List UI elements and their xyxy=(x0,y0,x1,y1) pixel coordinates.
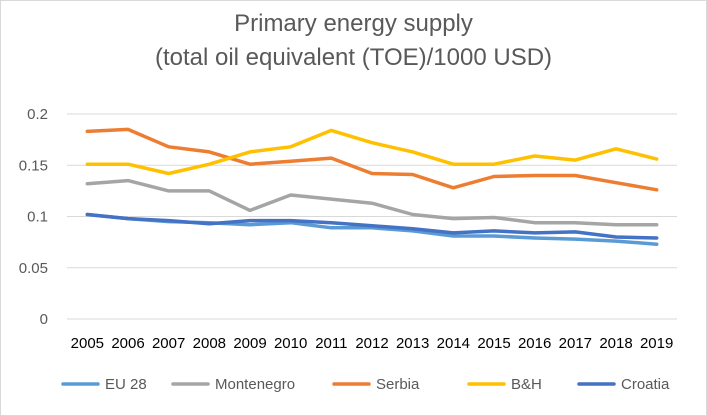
x-tick-label: 2019 xyxy=(640,335,673,352)
x-tick-label: 2011 xyxy=(315,335,347,352)
x-tick-label: 2007 xyxy=(152,335,185,352)
x-tick-label: 2005 xyxy=(71,335,104,352)
series-line-serbia xyxy=(85,127,659,192)
legend-label: EU 28 xyxy=(105,376,147,393)
chart-title: Primary energy supply xyxy=(234,10,473,37)
y-tick-label: 0.2 xyxy=(27,106,48,123)
gridlines xyxy=(67,113,677,320)
x-tick-label: 2016 xyxy=(518,335,551,352)
legend-label: Montenegro xyxy=(215,376,295,393)
x-tick-label: 2014 xyxy=(437,335,470,352)
y-tick-label: 0.1 xyxy=(27,209,48,226)
legend-label: Serbia xyxy=(376,376,420,393)
legend-label: Croatia xyxy=(621,376,670,393)
series-lines xyxy=(85,127,659,246)
x-tick-label: 2012 xyxy=(355,335,388,352)
chart-title-block: Primary energy supply (total oil equival… xyxy=(1,7,706,75)
y-tick-label: 0 xyxy=(40,311,48,328)
x-tick-label: 2008 xyxy=(193,335,226,352)
y-axis-ticks: 0 0.05 0.1 0.15 0.2 xyxy=(19,106,48,328)
chart-subtitle: (total oil equivalent (TOE)/1000 USD) xyxy=(154,44,553,71)
legend: EU 28 Montenegro Serbia B&H Croatia xyxy=(61,376,670,393)
series-line-croatia xyxy=(85,212,659,240)
x-tick-label: 2017 xyxy=(559,335,592,352)
series-line-montenegro xyxy=(85,178,659,227)
x-tick-label: 2013 xyxy=(396,335,429,352)
x-tick-label: 2015 xyxy=(477,335,510,352)
x-tick-label: 2010 xyxy=(274,335,307,352)
y-tick-label: 0.05 xyxy=(19,260,48,277)
x-tick-label: 2018 xyxy=(599,335,632,352)
x-axis-ticks: 2005 2006 2007 2008 2009 2010 2011 2012 2013 2014… xyxy=(71,335,674,352)
x-tick-label: 2006 xyxy=(111,335,144,352)
x-tick-label: 2009 xyxy=(233,335,266,352)
y-tick-label: 0.15 xyxy=(19,157,48,174)
legend-label: B&H xyxy=(511,376,542,393)
series-line-b-h xyxy=(85,128,659,176)
series-line-eu-28 xyxy=(85,212,659,246)
